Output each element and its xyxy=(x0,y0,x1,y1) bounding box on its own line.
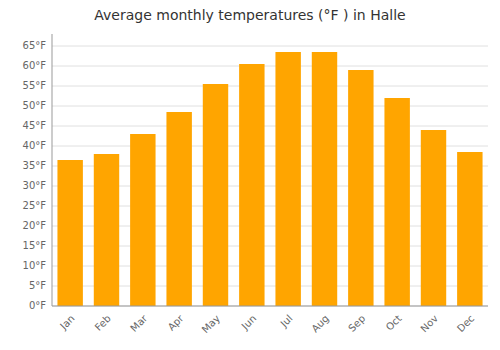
y-tick-label: 65°F xyxy=(23,40,47,51)
y-tick-label: 30°F xyxy=(23,180,47,191)
grid-line xyxy=(52,126,488,127)
grid-line xyxy=(52,306,488,307)
x-tick-label: Aug xyxy=(309,313,331,335)
y-tick-label: 40°F xyxy=(23,140,47,151)
grid-line xyxy=(52,66,488,67)
x-tick-label: May xyxy=(200,313,222,335)
chart-container: Average monthly temperatures (°F ) in Ha… xyxy=(0,0,500,350)
bar xyxy=(130,134,155,306)
bar xyxy=(384,98,409,306)
y-tick-label: 50°F xyxy=(23,100,47,111)
grid-line xyxy=(52,86,488,87)
y-tick-label: 45°F xyxy=(23,120,47,131)
title: Average monthly temperatures (°F ) in Ha… xyxy=(94,7,405,23)
bar xyxy=(275,52,300,306)
y-tick-label: 25°F xyxy=(23,200,47,211)
y-tick-label: 60°F xyxy=(23,60,47,71)
grid-line xyxy=(52,106,488,107)
bar xyxy=(457,152,482,306)
y-tick-label: 20°F xyxy=(23,220,47,231)
y-tick-label: 15°F xyxy=(23,240,47,251)
y-tick-label: 5°F xyxy=(29,280,46,291)
x-axis: Jan Feb Mar Apr May Jun Jul Aug Sep Oct Nov Dec xyxy=(52,306,488,335)
x-tick-label: Oct xyxy=(384,313,404,333)
y-tick-label: 10°F xyxy=(23,260,47,271)
x-tick-label: Dec xyxy=(455,313,476,334)
bar xyxy=(166,112,191,306)
y-tick-label: 55°F xyxy=(23,80,47,91)
page: {"chart_data": {"type": "bar", "title": … xyxy=(0,0,500,350)
x-tick-label: Jul xyxy=(278,313,295,330)
x-tick-label: Feb xyxy=(93,313,113,333)
x-tick-label: Nov xyxy=(418,313,440,335)
bar xyxy=(57,160,82,306)
bar xyxy=(421,130,446,306)
y-tick-label: 0°F xyxy=(29,300,46,311)
y-axis-line xyxy=(52,34,53,306)
grid-line xyxy=(52,46,488,47)
bar xyxy=(348,70,373,306)
y-tick-label: 35°F xyxy=(23,160,47,171)
chart-svg: Average monthly temperatures (°F ) in Ha… xyxy=(0,0,500,350)
x-axis-line xyxy=(52,306,488,307)
bars xyxy=(57,52,482,306)
x-tick-label: Sep xyxy=(346,313,367,334)
grid xyxy=(52,46,488,306)
bar xyxy=(239,64,264,306)
bar xyxy=(312,52,337,306)
x-tick-label: Jun xyxy=(239,313,259,333)
y-axis: 0°F 5°F 10°F 15°F 20°F 25°F 30°F 35°F 40°F 45°F 50… xyxy=(23,34,52,311)
x-tick-label: Mar xyxy=(128,312,150,334)
bar xyxy=(203,84,228,306)
x-tick-label: Jan xyxy=(57,313,76,332)
bar xyxy=(94,154,119,306)
x-tick-label: Apr xyxy=(166,312,187,333)
